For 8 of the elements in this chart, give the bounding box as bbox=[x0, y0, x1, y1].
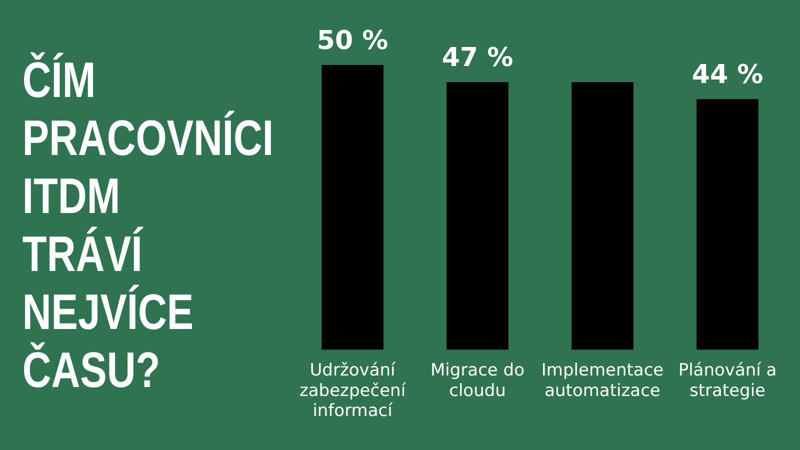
data-label: 50 % bbox=[316, 26, 388, 56]
data-label: 44 % bbox=[692, 60, 764, 90]
x-tick-label: Migrace do cloudu bbox=[430, 360, 524, 401]
text: ČÍM PRACOVNÍCI ITDM TRÁVÍ NEJVÍCE ČASU? bbox=[21, 51, 274, 399]
x-tick-label: Udržování zabezpečení informací bbox=[299, 360, 407, 422]
data-label: 47 % bbox=[442, 42, 514, 73]
x-tick-label: Implementace automatizace bbox=[541, 360, 664, 401]
x-tick-label: Plánování a strategie bbox=[678, 360, 777, 401]
